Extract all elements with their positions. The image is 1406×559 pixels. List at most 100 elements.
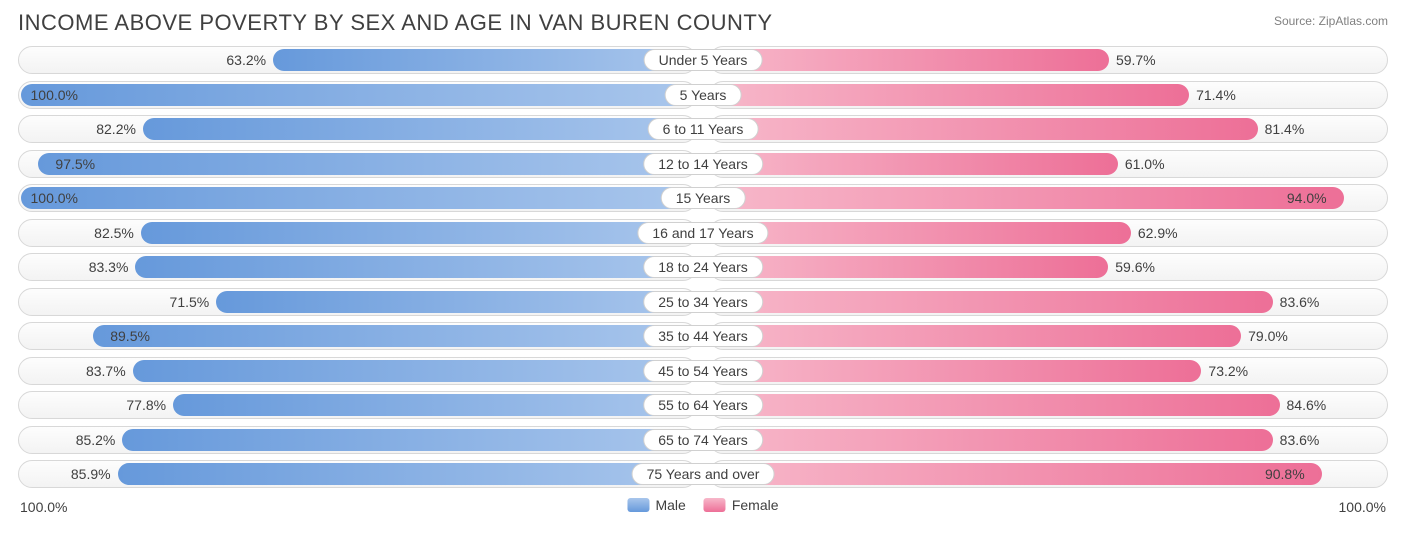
- female-half: 94.0%: [703, 184, 1388, 212]
- female-bar: [712, 360, 1201, 382]
- chart-source: Source: ZipAtlas.com: [1274, 14, 1388, 28]
- chart-row: 97.5%61.0%12 to 14 Years: [18, 150, 1388, 178]
- female-half: 62.9%: [703, 219, 1388, 247]
- category-label: 16 and 17 Years: [637, 222, 768, 244]
- male-value-label: 85.9%: [71, 466, 111, 482]
- female-value-label: 61.0%: [1125, 156, 1165, 172]
- male-bar: [93, 325, 694, 347]
- legend-item-male: Male: [627, 497, 685, 513]
- chart-title: INCOME ABOVE POVERTY BY SEX AND AGE IN V…: [18, 10, 773, 36]
- category-label: 18 to 24 Years: [643, 256, 763, 278]
- male-bar: [216, 291, 694, 313]
- female-value-label: 81.4%: [1265, 121, 1305, 137]
- male-bar: [21, 187, 694, 209]
- male-half: 83.3%: [18, 253, 703, 281]
- axis-max-left: 100.0%: [20, 499, 67, 515]
- male-half: 82.2%: [18, 115, 703, 143]
- female-bar: [712, 84, 1189, 106]
- female-bar: [712, 291, 1273, 313]
- chart-row: 71.5%83.6%25 to 34 Years: [18, 288, 1388, 316]
- category-label: 45 to 54 Years: [643, 360, 763, 382]
- category-label: 55 to 64 Years: [643, 394, 763, 416]
- male-bar: [273, 49, 694, 71]
- male-bar: [133, 360, 694, 382]
- female-bar: [712, 463, 1322, 485]
- male-value-label: 89.5%: [110, 328, 150, 344]
- male-half: 63.2%: [18, 46, 703, 74]
- male-value-label: 82.5%: [94, 225, 134, 241]
- male-bar: [143, 118, 694, 140]
- male-value-label: 100.0%: [31, 190, 78, 206]
- chart-row: 100.0%94.0%15 Years: [18, 184, 1388, 212]
- legend-label-female: Female: [732, 497, 779, 513]
- male-value-label: 83.3%: [89, 259, 129, 275]
- chart-header: INCOME ABOVE POVERTY BY SEX AND AGE IN V…: [18, 10, 1388, 36]
- female-bar: [712, 429, 1273, 451]
- female-bar: [712, 153, 1118, 175]
- female-value-label: 94.0%: [1287, 190, 1327, 206]
- female-half: 59.7%: [703, 46, 1388, 74]
- category-label: 5 Years: [665, 84, 742, 106]
- female-value-label: 84.6%: [1287, 397, 1327, 413]
- legend: Male Female: [627, 497, 778, 513]
- category-label: 75 Years and over: [632, 463, 775, 485]
- female-bar: [712, 325, 1241, 347]
- male-half: 100.0%: [18, 184, 703, 212]
- male-bar: [122, 429, 694, 451]
- category-label: 65 to 74 Years: [643, 429, 763, 451]
- female-value-label: 83.6%: [1280, 294, 1320, 310]
- female-bar: [712, 187, 1344, 209]
- male-value-label: 77.8%: [126, 397, 166, 413]
- female-half: 84.6%: [703, 391, 1388, 419]
- female-value-label: 59.6%: [1115, 259, 1155, 275]
- female-value-label: 71.4%: [1196, 87, 1236, 103]
- chart-row: 82.2%81.4%6 to 11 Years: [18, 115, 1388, 143]
- male-value-label: 83.7%: [86, 363, 126, 379]
- female-value-label: 90.8%: [1265, 466, 1305, 482]
- male-value-label: 63.2%: [226, 52, 266, 68]
- male-value-label: 97.5%: [55, 156, 95, 172]
- chart-row: 100.0% 71.4% 5 Years: [18, 81, 1388, 109]
- male-half: 97.5%: [18, 150, 703, 178]
- female-bar: [712, 49, 1109, 71]
- category-label: Under 5 Years: [644, 49, 763, 71]
- female-bar: [712, 118, 1258, 140]
- chart-row: 83.3% 59.6% 18 to 24 Years: [18, 253, 1388, 281]
- female-half: 73.2%: [703, 357, 1388, 385]
- male-bar: [38, 153, 694, 175]
- chart-row: 82.5% 62.9% 16 and 17 Years: [18, 219, 1388, 247]
- female-half: 71.4%: [703, 81, 1388, 109]
- male-bar: [118, 463, 694, 485]
- axis-max-right: 100.0%: [1339, 499, 1386, 515]
- female-bar: [712, 394, 1280, 416]
- male-value-label: 82.2%: [96, 121, 136, 137]
- chart-footer: 100.0% Male Female 100.0%: [18, 495, 1388, 525]
- legend-swatch-female: [704, 498, 726, 512]
- legend-item-female: Female: [704, 497, 779, 513]
- female-bar: [712, 222, 1131, 244]
- chart-row: 89.5% 79.0%35 to 44 Years: [18, 322, 1388, 350]
- male-bar: [21, 84, 694, 106]
- female-value-label: 73.2%: [1208, 363, 1248, 379]
- chart-row: 77.8% 84.6% 55 to 64 Years: [18, 391, 1388, 419]
- male-half: 82.5%: [18, 219, 703, 247]
- legend-swatch-male: [627, 498, 649, 512]
- female-half: 79.0%: [703, 322, 1388, 350]
- female-bar: [712, 256, 1108, 278]
- male-half: 83.7%: [18, 357, 703, 385]
- female-half: 90.8%: [703, 460, 1388, 488]
- female-value-label: 62.9%: [1138, 225, 1178, 241]
- chart-row: 63.2% 59.7% Under 5 Years: [18, 46, 1388, 74]
- male-value-label: 100.0%: [31, 87, 78, 103]
- male-half: 100.0%: [18, 81, 703, 109]
- category-label: 25 to 34 Years: [643, 291, 763, 313]
- category-label: 35 to 44 Years: [643, 325, 763, 347]
- female-value-label: 59.7%: [1116, 52, 1156, 68]
- male-bar: [135, 256, 694, 278]
- female-half: 61.0%: [703, 150, 1388, 178]
- male-bar: [141, 222, 694, 244]
- female-half: 83.6%: [703, 288, 1388, 316]
- male-half: 77.8%: [18, 391, 703, 419]
- male-half: 89.5%: [18, 322, 703, 350]
- chart-row: 85.9% 90.8% 75 Years and over: [18, 460, 1388, 488]
